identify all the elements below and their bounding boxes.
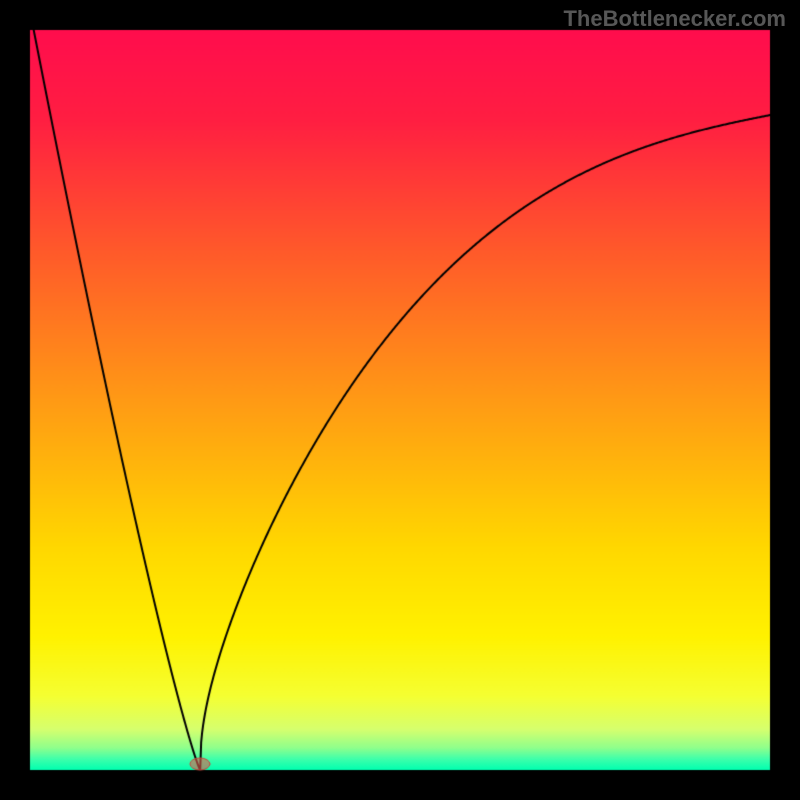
- chart-container: TheBottlenecker.com: [0, 0, 800, 800]
- bottleneck-chart-canvas: [0, 0, 800, 800]
- watermark-text: TheBottlenecker.com: [563, 6, 786, 32]
